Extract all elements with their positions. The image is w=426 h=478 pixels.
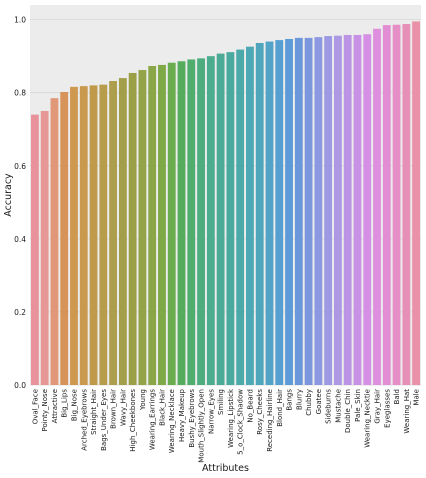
- x-tick-label: High_Cheekbones: [129, 389, 137, 452]
- x-tick-label: Wearing_Necktie: [364, 389, 372, 448]
- x-tick-label: Receding_Hairline: [266, 389, 274, 452]
- bar: [30, 114, 39, 385]
- bar: [275, 40, 284, 385]
- bar: [373, 28, 381, 385]
- bar: [294, 37, 303, 386]
- x-tick-label: Sideburns: [325, 389, 333, 424]
- x-tick-label: Arched_Eyebrows: [80, 389, 88, 451]
- y-axis-ticks: 0.0 0.2 0.4 0.6 0.8 1.0: [14, 16, 26, 390]
- bar: [216, 53, 225, 385]
- bar: [40, 110, 49, 385]
- bar: [148, 66, 157, 386]
- bar: [50, 98, 59, 385]
- bar: [60, 91, 69, 385]
- x-tick-label: Double_Chin: [344, 389, 352, 433]
- bar: [304, 37, 313, 386]
- y-tick-label: 0.2: [14, 308, 26, 317]
- bar: [343, 34, 352, 385]
- bar: [79, 86, 88, 385]
- bar: [236, 49, 245, 385]
- x-tick-label: Blond_Hair: [276, 389, 284, 427]
- x-tick-label: Gray_Hair: [374, 389, 382, 424]
- bar: [314, 37, 323, 386]
- bar: [89, 85, 98, 385]
- x-tick-label: 5_o_Clock_Shadow: [237, 389, 245, 455]
- bar: [363, 34, 372, 385]
- bar: [382, 25, 391, 385]
- x-tick-label: Big_Nose: [70, 389, 78, 421]
- y-tick-label: 0.0: [14, 381, 26, 390]
- bar: [138, 70, 147, 386]
- x-tick-label: Blurry: [295, 389, 303, 410]
- x-tick-label: Smiling: [217, 389, 225, 415]
- x-tick-label: Wavy_Hair: [119, 389, 127, 426]
- bar: [255, 43, 264, 385]
- x-tick-label: Male: [413, 389, 421, 406]
- bars-group: [30, 21, 421, 386]
- bar: [118, 78, 127, 386]
- bar: [402, 24, 411, 385]
- x-tick-label: Heavy_Makeup: [178, 388, 186, 442]
- x-tick-label: Pale_Skin: [354, 389, 362, 422]
- bar: [285, 38, 293, 385]
- bar: [70, 86, 78, 385]
- x-tick-label: Straight_Hair: [90, 389, 98, 435]
- bar: [158, 64, 166, 385]
- bar: [412, 21, 421, 385]
- x-tick-label: Mustache: [334, 389, 342, 423]
- y-tick-label: 0.6: [14, 162, 26, 171]
- x-tick-label: Wearing_Lipstick: [227, 388, 235, 448]
- x-tick-label: Bags_Under_Eyes: [100, 389, 108, 451]
- bar: [128, 72, 137, 385]
- x-tick-label: Rosy_Cheeks: [256, 389, 264, 435]
- bar: [226, 52, 235, 386]
- x-tick-label: Bald: [393, 389, 401, 404]
- x-tick-label: Mouth_Slightly_Open: [198, 389, 206, 463]
- bar: [187, 59, 196, 385]
- x-tick-label: Eyeglasses: [383, 389, 391, 428]
- bar: [334, 35, 342, 385]
- x-tick-label: Goatee: [315, 389, 323, 414]
- x-tick-label: Wearing_Hat: [403, 389, 411, 434]
- y-tick-label: 0.4: [14, 235, 26, 244]
- x-axis-ticks: Oval_Face Pointy_Nose Attractive Big_Lips Bi…: [31, 388, 420, 463]
- x-tick-label: Attractive: [51, 389, 59, 423]
- x-tick-label: Pointy_Nose: [41, 389, 49, 432]
- x-tick-label: Narrow_Eyes: [207, 389, 215, 434]
- x-tick-label: Chubby: [305, 389, 313, 416]
- x-tick-label: Black_Hair: [158, 389, 166, 426]
- y-tick-label: 0.8: [14, 89, 26, 98]
- x-tick-label: Bangs: [286, 389, 294, 411]
- bar: [99, 84, 108, 386]
- bar: [265, 41, 274, 386]
- bar: [206, 56, 215, 386]
- x-tick-label: Wearing_Necklace: [168, 389, 176, 453]
- x-tick-label: Wearing_Earrings: [149, 389, 157, 450]
- y-axis-label: Accuracy: [3, 173, 14, 217]
- bar: [109, 81, 117, 385]
- x-tick-label: Young: [139, 389, 147, 411]
- x-tick-label: Big_Lips: [61, 389, 69, 418]
- bar: [246, 46, 254, 386]
- x-tick-label: Brown_Hair: [110, 389, 118, 429]
- bar: [353, 34, 362, 385]
- x-axis-label: Attributes: [202, 463, 249, 474]
- bar: [197, 58, 205, 385]
- bar: [392, 24, 401, 385]
- bar: [177, 61, 186, 386]
- y-tick-label: 1.0: [14, 16, 26, 25]
- plot-background: [30, 5, 421, 385]
- x-tick-label: Oval_Face: [31, 389, 39, 424]
- x-tick-label: No_Beard: [246, 389, 254, 423]
- bar: [167, 62, 176, 385]
- x-tick-label: Bushy_Eyebrows: [188, 389, 196, 448]
- bar: [324, 36, 333, 386]
